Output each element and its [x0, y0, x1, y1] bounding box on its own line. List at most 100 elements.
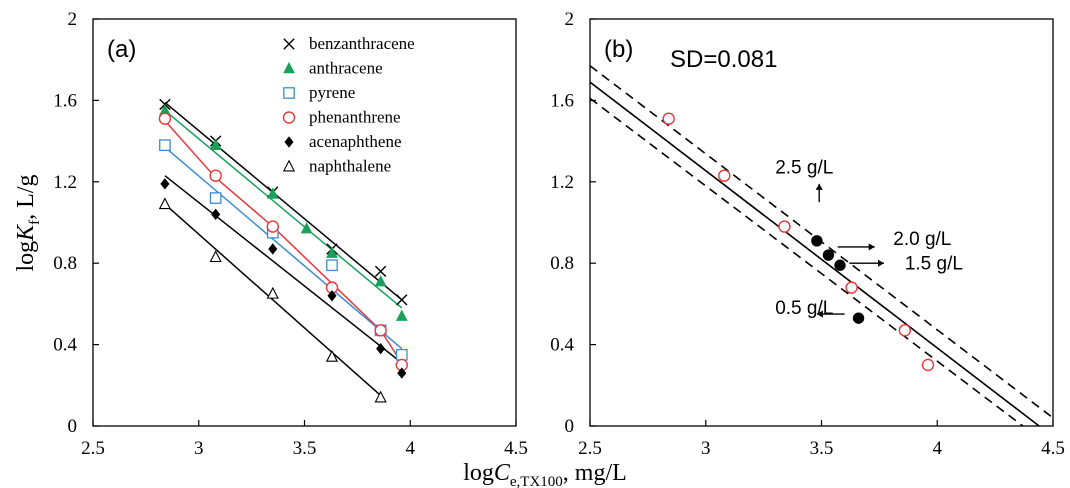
data-point: [300, 222, 313, 234]
data-point: [209, 169, 222, 182]
x-axis-title: logCe,TX100, mg/L: [463, 460, 627, 488]
sd-label: SD=0.081: [670, 46, 777, 73]
arrow-head: [868, 243, 875, 251]
annotation: 2.0 g/L: [837, 229, 951, 251]
plot-frame: [589, 18, 1054, 427]
data-point: [852, 312, 865, 324]
legend-marker: [283, 38, 295, 50]
arrow-head: [816, 310, 823, 318]
y-tick-label: 2: [68, 9, 78, 30]
acenaphthene-markers: [160, 178, 407, 379]
x-tick-label: 4.5: [504, 438, 528, 459]
data-point: [326, 259, 338, 272]
x-tick-label: 3: [194, 438, 204, 459]
data-point: [662, 112, 675, 125]
y-tick-label: 1.6: [53, 90, 77, 111]
fit-line: [164, 203, 382, 397]
data-point: [209, 192, 222, 204]
x-tick-label: 3: [701, 438, 711, 459]
fit-line: [590, 81, 1040, 426]
x-tick-label: 4: [933, 438, 943, 459]
legend-marker: [284, 136, 294, 148]
fit-line: [164, 146, 403, 350]
legend-marker: [282, 111, 296, 124]
data-point: [397, 367, 407, 379]
y-tick-label: 0.4: [53, 335, 77, 356]
data-point: [376, 342, 386, 355]
arrow-head: [815, 183, 823, 190]
data-point: [266, 220, 279, 233]
arrow-head: [878, 259, 885, 267]
data-point: [718, 169, 731, 182]
annotation-label: 1.5 g/L: [905, 253, 963, 274]
legend-marker: [282, 159, 296, 172]
data-point: [158, 112, 172, 125]
panel-a: 2.5 3 3.5 4 4.5 0 0.4 0.8 1.2 1.6 2 (a) benzanthrace…: [53, 9, 528, 459]
data-point: [834, 259, 846, 271]
data-point: [158, 197, 172, 210]
legend-label: pyrene: [309, 83, 355, 102]
y-tick-label: 1.6: [550, 90, 574, 111]
data-point: [325, 349, 339, 362]
x-tick-label: 4.5: [1041, 438, 1065, 459]
legend-label: anthracene: [309, 59, 383, 78]
series-markers: [811, 235, 865, 324]
data-point: [326, 246, 338, 258]
data-point: [845, 281, 858, 294]
annotation-label: 0.5 g/L: [775, 298, 833, 319]
legend-marker: [283, 61, 295, 74]
data-point: [822, 249, 835, 261]
y-tick-label: 0.4: [550, 335, 574, 356]
data-point: [268, 243, 278, 255]
panel-label: (b): [604, 36, 633, 63]
annotation: 0.5 g/L: [775, 298, 845, 319]
y-axis-title: logKf, L/g: [13, 174, 43, 271]
data-point: [327, 290, 337, 302]
legend-item: acenaphthene: [284, 132, 402, 151]
data-point: [396, 294, 408, 306]
data-point: [266, 187, 279, 199]
x-tick-label: 2.5: [81, 438, 105, 459]
legend-label: benzanthracene: [309, 34, 415, 53]
plot-area: [590, 65, 1053, 426]
data-point: [209, 250, 222, 263]
x-tick-label: 2.5: [578, 438, 602, 459]
x-tick-label: 3.5: [293, 438, 317, 459]
panel-label: (a): [107, 36, 136, 63]
y-tick-label: 1.2: [53, 172, 77, 193]
data-point: [778, 220, 791, 233]
legend-label: naphthalene: [309, 157, 391, 176]
legend-item: naphthalene: [282, 157, 391, 176]
data-point: [921, 358, 935, 372]
x-tick-label: 4: [406, 438, 416, 459]
data-point: [374, 324, 387, 337]
data-point: [266, 286, 279, 299]
legend-item: benzanthracene: [283, 34, 415, 53]
x-tick-label: 3.5: [810, 438, 834, 459]
data-point: [159, 139, 171, 152]
y-tick-label: 0.8: [550, 253, 574, 274]
plot-area: [158, 98, 408, 403]
data-point: [160, 178, 170, 190]
phenanthrene-markers: [158, 112, 408, 372]
legend: benzanthracene anthracene pyrene phenanthre…: [282, 34, 415, 176]
confidence-line: [590, 97, 1024, 426]
plot-frame: [92, 18, 517, 427]
legend-item: anthracene: [283, 59, 383, 78]
data-point: [374, 265, 387, 278]
y-tick-label: 0: [68, 416, 78, 437]
naphthalene-markers: [158, 197, 387, 403]
y-tick-label: 0: [565, 416, 575, 437]
data-point: [395, 348, 408, 361]
legend-label: acenaphthene: [309, 132, 402, 151]
y-tick-label: 2: [565, 9, 575, 30]
annotation-label: 2.5 g/L: [775, 158, 833, 179]
annotation: 2.5 g/L: [775, 158, 833, 203]
legend-label: phenanthrene: [309, 108, 401, 127]
data-point: [395, 309, 408, 321]
fit-line: [164, 101, 403, 301]
data-point: [374, 390, 387, 403]
y-tick-label: 0.8: [53, 253, 77, 274]
legend-item: pyrene: [283, 83, 355, 102]
